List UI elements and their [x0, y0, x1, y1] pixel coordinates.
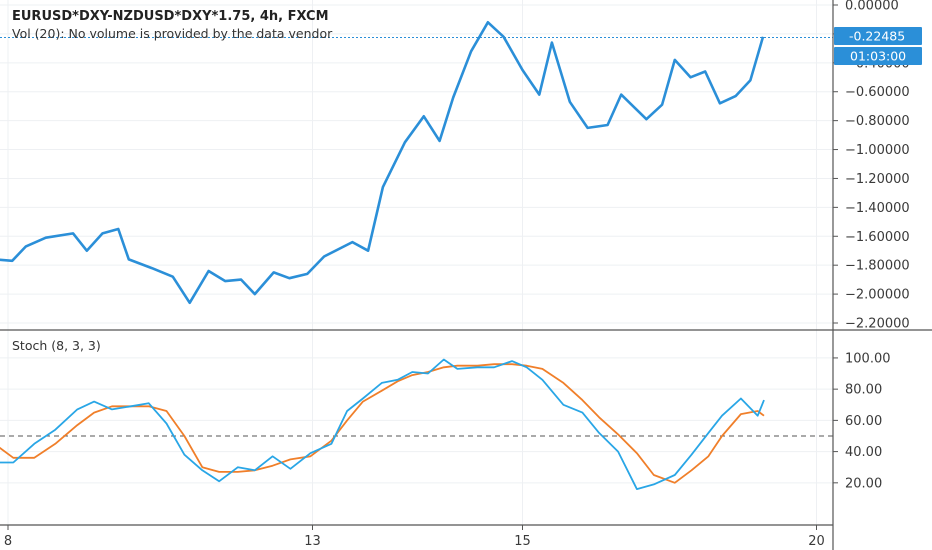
time-tick-label: 15	[514, 534, 531, 549]
stoch-label: Stoch (8, 3, 3)	[12, 338, 101, 353]
price-tick-label: −1.20000	[845, 172, 910, 187]
price-tick-label: −1.80000	[845, 259, 910, 274]
time-tick-label: 20	[808, 534, 825, 549]
stoch-k-line[interactable]	[0, 358, 765, 490]
stoch-d-line[interactable]	[0, 363, 765, 484]
price-tick-label: 0.00000	[845, 0, 899, 14]
stoch-tick-label: 60.00	[845, 414, 882, 429]
stoch-tick-label: 40.00	[845, 445, 882, 460]
last-price-value: -0.22485	[849, 29, 905, 44]
time-tick-label: 8	[4, 534, 12, 549]
volume-note: Vol (20): No volume is provided by the d…	[12, 26, 333, 41]
price-tick-label: −1.00000	[845, 143, 910, 158]
price-tick-label: −2.20000	[845, 317, 910, 332]
time-axis[interactable]: 813152022	[4, 525, 932, 549]
countdown-timer: 01:03:00	[850, 49, 906, 64]
stoch-tick-label: 80.00	[845, 383, 882, 398]
last-price-badge	[834, 27, 922, 45]
stoch-axis[interactable]: 20.00 40.00 60.00 80.00 100.00	[833, 351, 891, 491]
price-tick-label: −0.60000	[845, 85, 910, 100]
chart-title: EURUSD*DXY-NZDUSD*DXY*1.75, 4h, FXCM	[12, 9, 329, 24]
price-tick-label: −0.80000	[845, 114, 910, 129]
price-series-line[interactable]	[0, 21, 765, 305]
price-tick-label: −1.40000	[845, 201, 910, 216]
stoch-tick-label: 20.00	[845, 476, 882, 491]
stoch-tick-label: 100.00	[845, 351, 891, 366]
time-tick-label: 13	[304, 534, 321, 549]
price-tick-label: −2.00000	[845, 288, 910, 303]
price-tick-label: −1.60000	[845, 230, 910, 245]
countdown-badge	[834, 47, 922, 65]
